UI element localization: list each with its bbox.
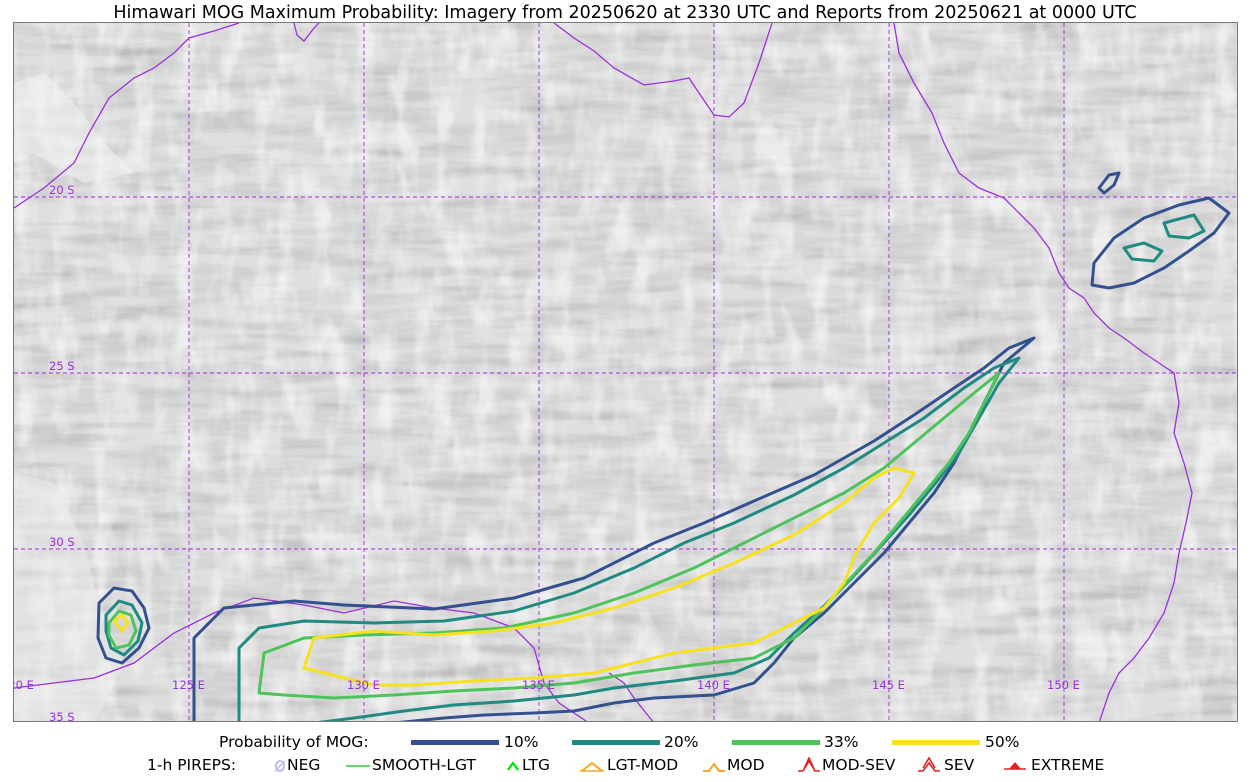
lat-label-20s: 20 S	[49, 183, 75, 197]
map-canvas	[14, 23, 1237, 721]
lon-label-135e: 135 E	[522, 678, 555, 692]
probability-legend-title: Probability of MOG:	[219, 733, 369, 751]
mog-probability-contours	[96, 171, 1231, 721]
contour-20pct	[237, 356, 1021, 721]
legend-label-33pct: 33%	[824, 733, 859, 751]
contour-20pct-east	[1162, 213, 1206, 240]
neg-icon	[274, 760, 286, 772]
cloud-patch-northwest	[14, 73, 134, 183]
legend-label-20pct: 20%	[664, 733, 699, 751]
lon-label-125e: 125 E	[172, 678, 205, 692]
lat-label-35s: 35 S	[49, 710, 75, 722]
contour-10pct-small	[1097, 171, 1121, 195]
lat-label-25s: 25 S	[49, 359, 75, 373]
smooth-lgt-icon	[346, 765, 370, 767]
legend-swatch-20pct	[572, 740, 660, 745]
lon-label-145e: 145 E	[872, 678, 905, 692]
pirep-label-neg: NEG	[287, 756, 321, 774]
contour-20pct-west	[104, 599, 144, 657]
lon-label-130e: 130 E	[347, 678, 380, 692]
contour-50pct	[302, 466, 916, 687]
pirep-label-mod-sev: MOD-SEV	[822, 756, 896, 774]
lgt-mod-icon	[580, 761, 604, 772]
extreme-icon	[1004, 762, 1026, 770]
legend-label-10pct: 10%	[504, 733, 539, 751]
contour-10pct-west	[96, 586, 151, 665]
pirep-label-smooth-lgt: SMOOTH-LGT	[372, 756, 476, 774]
pirep-label-sev: SEV	[944, 756, 975, 774]
lat-lon-grid	[14, 23, 1237, 721]
legend-swatch-33pct	[732, 740, 820, 745]
sev-icon	[918, 757, 940, 772]
contour-10pct-east	[1090, 196, 1231, 290]
contour-20pct-east2	[1122, 241, 1164, 263]
satellite-map[interactable]: 20 S 25 S 30 S 35 S 120 E 125 E 130 E 13…	[13, 22, 1238, 722]
legend-swatch-50pct	[892, 740, 980, 745]
mod-icon	[703, 762, 725, 772]
lat-label-30s: 30 S	[49, 535, 75, 549]
mod-sev-icon	[798, 757, 820, 772]
lon-label-120e: 120 E	[14, 678, 34, 692]
map-title: Himawari MOG Maximum Probability: Imager…	[113, 3, 1137, 23]
legend-swatch-10pct	[411, 740, 499, 745]
legend-label-50pct: 50%	[985, 733, 1020, 751]
cloud-patch-southwest	[14, 473, 124, 721]
lon-label-150e: 150 E	[1047, 678, 1080, 692]
ltg-icon	[507, 761, 519, 771]
pirep-label-ltg: LTG	[522, 756, 550, 774]
contour-33pct	[257, 371, 1001, 700]
lon-label-140e: 140 E	[697, 678, 730, 692]
pirep-label-extreme: EXTREME	[1031, 756, 1105, 774]
pirep-label-mod: MOD	[727, 756, 765, 774]
contour-50pct-west	[112, 613, 130, 633]
pirep-legend-title: 1-h PIREPS:	[147, 756, 237, 774]
contour-33pct-west	[107, 609, 138, 650]
pirep-label-lgt-mod: LGT-MOD	[607, 756, 679, 774]
bright-cloud-texture	[14, 23, 1237, 721]
